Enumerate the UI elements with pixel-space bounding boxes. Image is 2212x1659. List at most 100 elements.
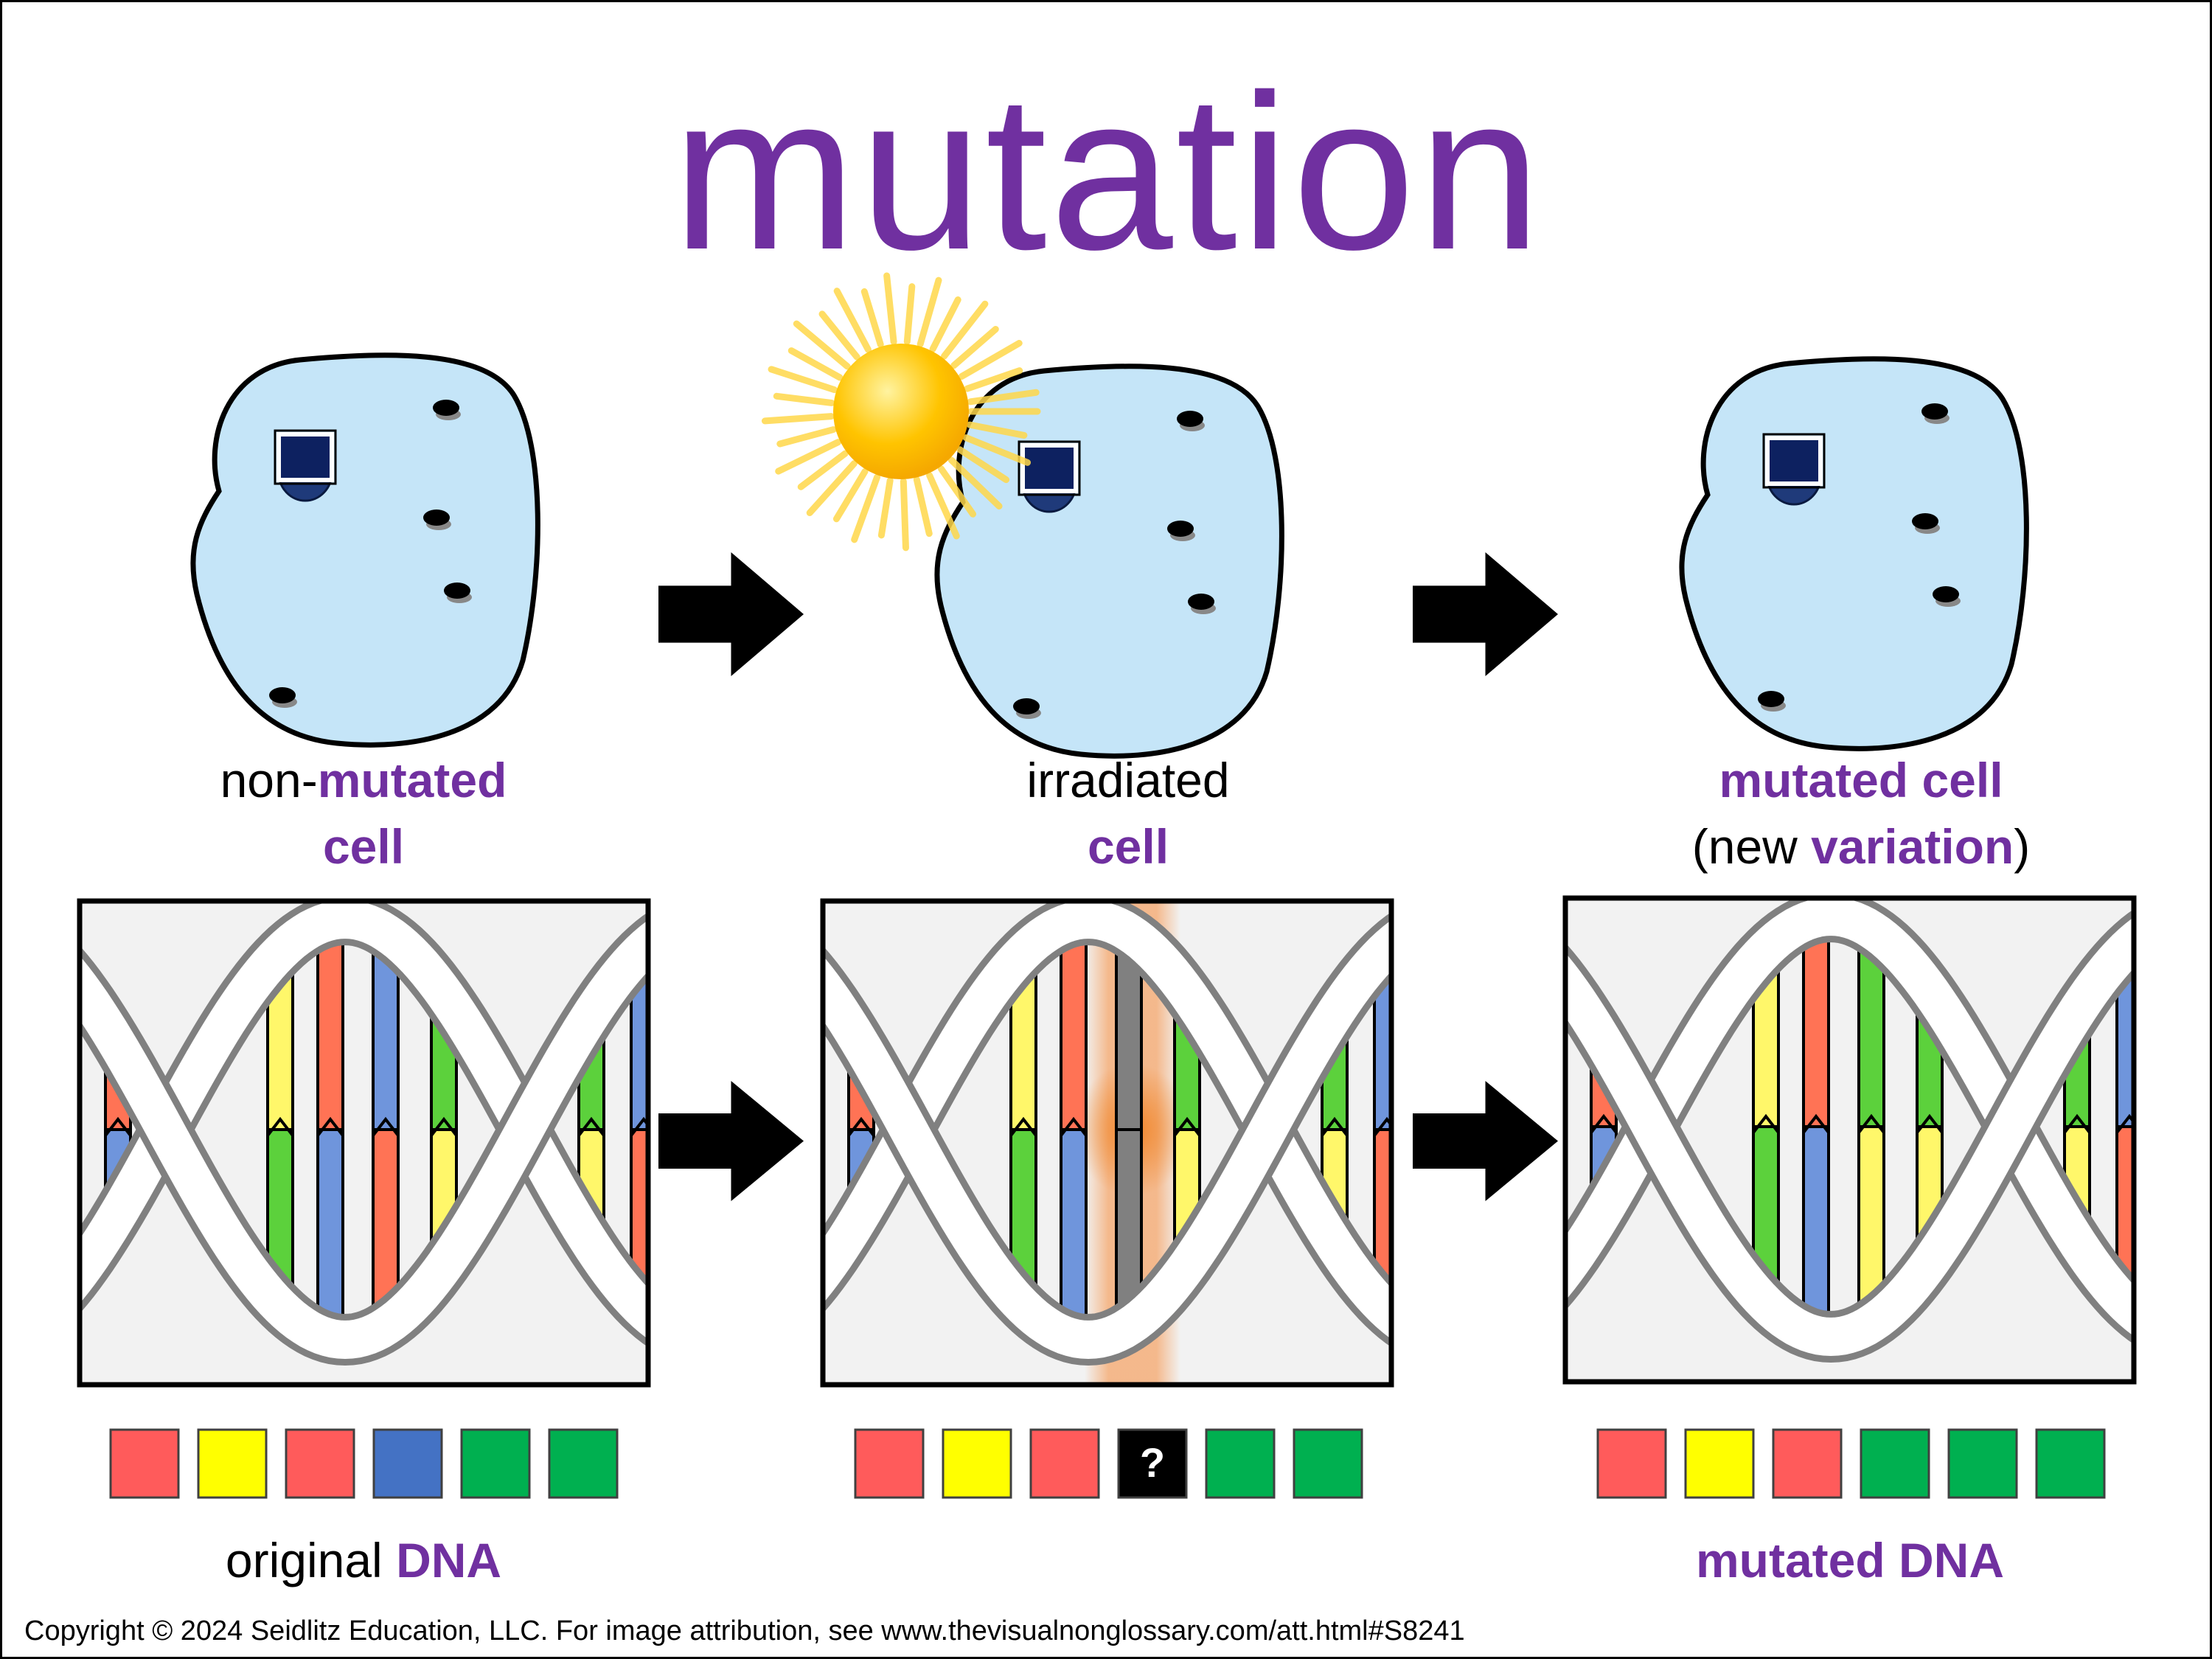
sun-ray <box>776 426 837 448</box>
base-pair-joint <box>1857 1113 1885 1134</box>
dna-helix <box>1565 898 2134 1363</box>
base-square-red <box>109 1428 180 1499</box>
base-square-green <box>2035 1428 2106 1499</box>
base-pair-joint <box>1060 1116 1088 1137</box>
organelle-icon <box>269 687 296 703</box>
dna-frame <box>77 898 651 1388</box>
nucleus-outline <box>1762 433 1826 489</box>
base-square-blue <box>372 1428 443 1499</box>
sun-icon <box>761 272 1041 552</box>
organelle-icon <box>1921 403 1948 420</box>
base-square-red <box>1029 1428 1100 1499</box>
base-pair-joint <box>1009 1116 1037 1137</box>
label-text: original <box>225 1533 397 1587</box>
base-square-red <box>1596 1428 1667 1499</box>
label-accent: DNA <box>396 1533 502 1587</box>
sun-ray <box>967 389 1040 406</box>
unknown-base-symbol: ? <box>1140 1439 1165 1486</box>
sun-ray <box>900 478 909 552</box>
base-pair-bottom <box>1060 1128 1088 1340</box>
sun-ray <box>793 320 851 370</box>
dna-helix <box>823 901 1391 1385</box>
sun-ray <box>903 283 916 345</box>
arrow-right-icon <box>1413 552 1558 676</box>
base-square-red <box>1772 1428 1843 1499</box>
organelle-icon <box>1758 691 1784 707</box>
label-accent: cell <box>1087 819 1169 874</box>
base-pair-joint <box>2063 1113 2091 1134</box>
base-pair-joint <box>1916 1113 1944 1134</box>
arrow-right-icon <box>1413 1081 1558 1201</box>
base-square-yellow <box>942 1428 1012 1499</box>
base-pair-bottom <box>1802 1125 1830 1337</box>
label-accent: mutated DNA <box>1695 1533 2004 1587</box>
cell-label-non-mutated: non-mutated cell <box>105 747 622 880</box>
sun-ray <box>962 434 1032 466</box>
base-pair-joint <box>1752 1113 1780 1134</box>
base-pair-joint <box>372 1116 400 1137</box>
strand-ribbon <box>823 919 1391 1360</box>
base-pair-top <box>316 919 344 1132</box>
base-pair-bottom <box>372 1128 400 1329</box>
cell-membrane <box>190 352 540 748</box>
sun-ray <box>775 439 842 475</box>
dna-frame <box>820 898 1394 1388</box>
sun-ray <box>832 467 869 523</box>
copyright-text: Copyright © 2024 Seidlitz Education, LLC… <box>24 1615 1465 1646</box>
sun-ray <box>761 413 835 425</box>
cell-membrane <box>934 364 1284 759</box>
cell <box>190 352 540 748</box>
organelle-icon <box>1188 594 1214 610</box>
base-pair-top <box>1060 919 1088 1132</box>
label-text: (new <box>1691 819 1812 874</box>
base-pair-joint <box>266 1116 294 1137</box>
sun-ray <box>937 465 977 518</box>
organelle-icon <box>433 400 459 416</box>
sun-ray <box>913 476 933 538</box>
strand-ribbon <box>1565 917 2134 1357</box>
sun-ray <box>787 347 844 381</box>
base-pair-joint <box>1802 1113 1830 1134</box>
base-pair-joint <box>847 1116 875 1137</box>
base-pair-joint <box>430 1116 458 1137</box>
base-square-red <box>285 1428 355 1499</box>
cell-membrane <box>1679 356 2029 751</box>
nucleus-outline <box>274 429 337 485</box>
strand-ribbon <box>80 919 648 1360</box>
cell-label-mutated: mutated cell (new variation) <box>1603 747 2119 880</box>
organelle-icon <box>423 509 450 526</box>
page-title: mutation <box>672 48 1545 296</box>
sun-ray <box>877 477 894 539</box>
base-pair-joint <box>1173 1116 1201 1137</box>
dna-panel <box>77 898 651 1388</box>
base-pair-joint <box>1590 1113 1618 1134</box>
sun-ray <box>956 446 1010 484</box>
dna-panel <box>820 898 1394 1388</box>
sun-ray <box>851 473 881 543</box>
sun-disc <box>833 344 969 479</box>
dna-panel <box>1562 895 2137 1385</box>
sun-ray <box>966 421 1028 439</box>
base-pair-joint <box>104 1116 132 1137</box>
dna-label-mutated: mutated DNA <box>1592 1527 2108 1593</box>
label-text: non- <box>220 753 318 807</box>
base-square-green <box>1947 1428 2018 1499</box>
organelle-icon <box>444 582 470 599</box>
sun-ray <box>964 367 1023 392</box>
sun-ray <box>797 450 849 490</box>
base-square-yellow <box>1684 1428 1755 1499</box>
sun-ray <box>929 296 961 352</box>
organelle-icon <box>1013 698 1040 714</box>
base-pair-top <box>1802 917 1830 1129</box>
dna-frame <box>1562 895 2137 1385</box>
sun-ray <box>958 340 1023 380</box>
base-square-green <box>1860 1428 1930 1499</box>
organelle-icon <box>1933 586 1959 602</box>
base-pair-joint <box>630 1116 648 1137</box>
nucleus-outline <box>1018 440 1081 496</box>
label-text: irradiated <box>1026 753 1230 807</box>
organelle-icon <box>1167 521 1194 537</box>
dna-label-original: original DNA <box>105 1527 622 1593</box>
sun-ray <box>833 288 872 353</box>
